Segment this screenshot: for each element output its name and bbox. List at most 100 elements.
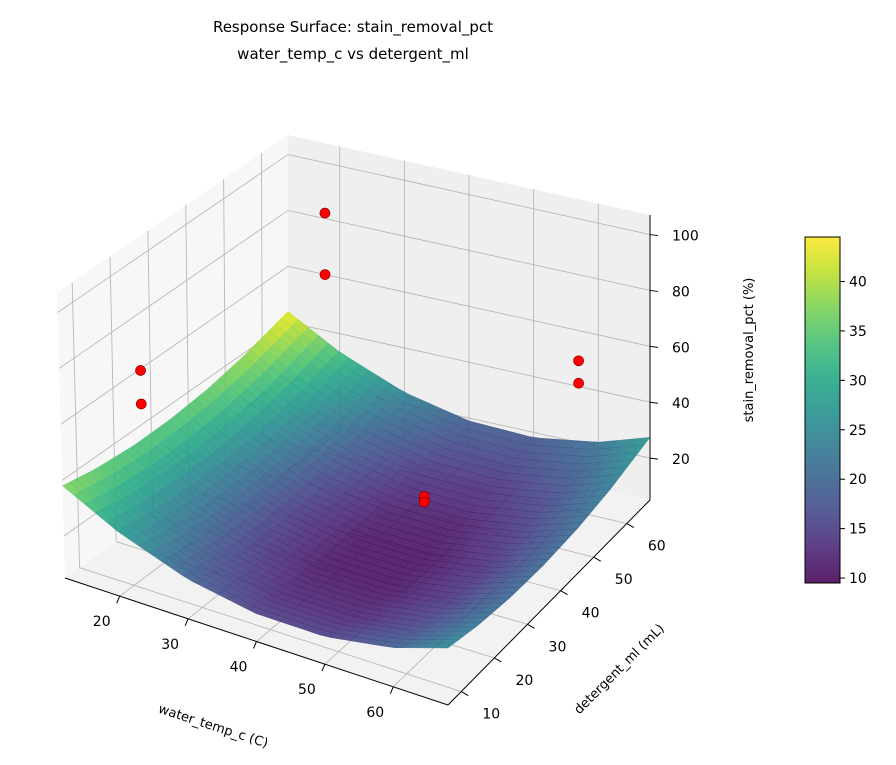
surface-mesh-line xyxy=(287,428,500,625)
gridline-y xyxy=(79,567,462,692)
colorbar: 10 15 20 25 30 35 40 xyxy=(804,236,867,587)
y-tick-label: 50 xyxy=(615,572,633,588)
surface-mesh-line xyxy=(330,437,540,638)
surface-mesh-line xyxy=(159,376,379,561)
z-tick-label: 100 xyxy=(672,229,699,245)
y-tick-label: 60 xyxy=(648,539,666,555)
colorbar-tick-label: 20 xyxy=(849,472,867,488)
z-tick-label: 20 xyxy=(672,452,690,468)
surface-mesh-line xyxy=(94,334,319,513)
colorbar-tick-label: 10 xyxy=(849,571,867,587)
y-tick-label: 10 xyxy=(482,707,500,723)
chart-subtitle: water_temp_c vs detergent_ml xyxy=(237,45,469,64)
gridline-z xyxy=(287,210,651,291)
surface-mesh-line xyxy=(309,433,520,632)
colorbar-gradient xyxy=(804,236,841,584)
z-tick-label: 40 xyxy=(672,396,690,412)
surface-mesh-line xyxy=(266,423,480,618)
surface-mesh-line xyxy=(105,342,329,522)
surface-mesh-line xyxy=(341,438,550,640)
data-point xyxy=(418,496,430,508)
response-surface xyxy=(62,311,651,649)
surface-mesh-line xyxy=(447,437,651,649)
surface-mesh-line xyxy=(383,441,590,647)
gridline-z xyxy=(287,154,651,235)
z-tick xyxy=(649,345,659,348)
surface-mesh-line xyxy=(148,369,369,554)
data-point xyxy=(319,269,331,280)
z-tick-label: 80 xyxy=(672,284,690,300)
x-tick-label: 30 xyxy=(161,637,179,653)
colorbar-tick-label: 40 xyxy=(849,274,867,290)
surface-mesh-line xyxy=(298,431,510,629)
colorbar-tick-label: 30 xyxy=(849,373,867,389)
surface-mesh-line xyxy=(170,382,389,568)
y-tick xyxy=(460,691,469,696)
gridline-z xyxy=(61,321,289,481)
x-tick-label: 20 xyxy=(93,614,111,630)
y-tick xyxy=(560,590,568,596)
gridline-z xyxy=(58,210,289,369)
x-tick xyxy=(389,686,394,695)
data-points xyxy=(135,207,584,508)
surface-mesh-line xyxy=(351,439,560,642)
axes: 20 30 40 50 60 10 20 30 40 50 60 20 40 60 80 100 xyxy=(64,215,699,723)
surface-mesh-line xyxy=(116,350,339,531)
gridline-y xyxy=(71,282,81,568)
data-point xyxy=(135,365,146,376)
y-tick-label: 20 xyxy=(515,673,533,689)
surface-mesh-line xyxy=(213,402,429,593)
y-tick xyxy=(593,556,601,562)
surface-mesh-line xyxy=(73,319,299,496)
x-tick xyxy=(184,618,189,627)
surface-mesh-line xyxy=(255,420,470,614)
z-tick-label: 60 xyxy=(672,340,690,356)
surface-mesh-line xyxy=(373,440,580,645)
y-tick xyxy=(494,657,502,663)
colorbar-tick-label: 25 xyxy=(849,423,867,439)
surface-mesh-line xyxy=(62,311,289,487)
surface-facet xyxy=(436,643,455,649)
surface-mesh-line xyxy=(127,357,349,539)
colorbar-tick-label: 35 xyxy=(849,324,867,340)
z-tick xyxy=(649,401,659,404)
surface-mesh-line xyxy=(277,425,490,621)
surface-mesh-line xyxy=(202,398,419,587)
chart-title: Response Surface: stain_removal_pct xyxy=(213,18,493,37)
data-point xyxy=(573,355,584,367)
data-point xyxy=(573,377,584,389)
gridline-z xyxy=(60,265,289,425)
y-axis-label: detergent_ml (mL) xyxy=(571,621,667,717)
x-tick-label: 40 xyxy=(230,660,248,676)
surface-mesh-line xyxy=(181,388,399,575)
y-tick xyxy=(527,623,535,629)
surface-mesh-line xyxy=(191,394,409,582)
x-tick xyxy=(253,641,257,649)
surface-mesh-line xyxy=(405,440,610,649)
data-point xyxy=(135,398,147,410)
data-point xyxy=(319,207,331,219)
x-tick xyxy=(321,663,326,672)
y-tick-label: 40 xyxy=(582,606,600,622)
colorbar-tick-label: 15 xyxy=(849,522,867,538)
z-tick xyxy=(649,457,659,460)
z-axis-label: stain_removal_pct (%) xyxy=(742,278,757,423)
surface-mesh-line xyxy=(138,363,359,546)
surface-mesh-line xyxy=(394,441,600,648)
gridline-z xyxy=(57,154,289,313)
surface-mesh-line xyxy=(426,439,631,649)
surface-mesh-line xyxy=(415,440,620,649)
y-axis-line xyxy=(447,499,651,706)
x-tick xyxy=(116,595,121,604)
z-tick xyxy=(649,289,659,292)
surface-mesh-line xyxy=(437,438,641,649)
surface-mesh-line xyxy=(234,411,450,604)
y-tick-label: 30 xyxy=(549,639,567,655)
x-tick-label: 50 xyxy=(298,682,316,698)
z-tick xyxy=(649,234,659,237)
y-tick xyxy=(626,523,635,528)
gridline-z xyxy=(287,321,651,403)
x-tick-label: 60 xyxy=(366,705,384,721)
x-axis-label: water_temp_c (C) xyxy=(156,702,270,752)
